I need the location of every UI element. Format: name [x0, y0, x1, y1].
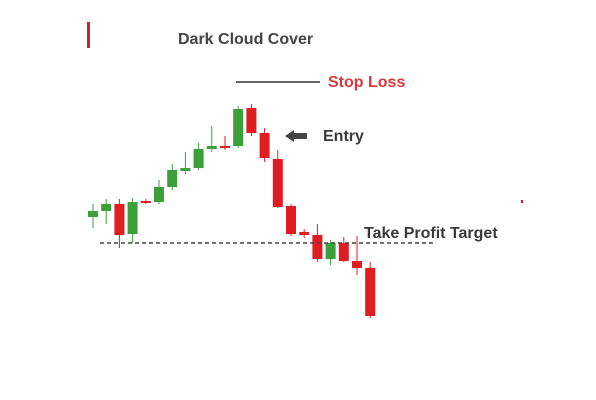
- candle-body: [154, 187, 164, 202]
- candle-body: [206, 146, 217, 149]
- stop-loss-label: Stop Loss: [328, 74, 405, 91]
- accent-bar: [87, 22, 90, 48]
- accent-dot: [521, 200, 523, 203]
- candle-body: [114, 204, 125, 235]
- candle-body: [338, 243, 349, 261]
- candle-body: [193, 149, 204, 168]
- entry-label: Entry: [323, 128, 364, 145]
- candle-body: [167, 170, 178, 187]
- candle-body: [286, 206, 296, 234]
- candle-body: [101, 204, 112, 211]
- chart-title: Dark Cloud Cover: [178, 31, 313, 48]
- candle-body: [220, 146, 230, 148]
- candle-body: [259, 133, 270, 158]
- candle-body: [312, 235, 323, 259]
- candle-body: [299, 232, 310, 235]
- take-profit-label: Take Profit Target: [364, 225, 498, 242]
- candle-body: [352, 261, 362, 268]
- entry-arrow: [285, 130, 307, 142]
- candle-body: [140, 201, 151, 203]
- candle-body: [246, 108, 257, 133]
- candle-body: [272, 159, 283, 207]
- candle-body: [88, 211, 98, 217]
- candle-body: [325, 243, 336, 259]
- candle-body: [365, 268, 376, 316]
- candle-body: [180, 168, 191, 171]
- candle-body: [127, 202, 138, 234]
- candle-body: [233, 109, 244, 146]
